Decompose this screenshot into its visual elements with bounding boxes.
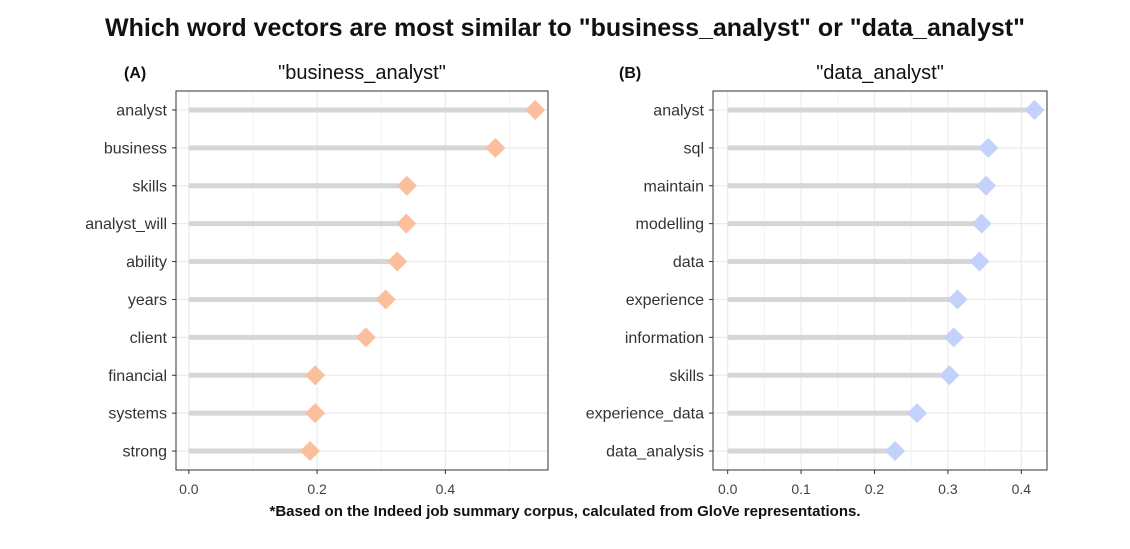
point bbox=[525, 99, 546, 120]
point bbox=[396, 213, 417, 234]
point bbox=[305, 403, 326, 424]
y-tick-label: experience bbox=[626, 292, 704, 309]
x-tick-label: 0.0 bbox=[179, 481, 199, 497]
chart-title: Which word vectors are most similar to "… bbox=[105, 14, 1025, 42]
y-tick-label: information bbox=[625, 330, 704, 347]
y-tick-label: experience_data bbox=[586, 406, 704, 423]
point bbox=[971, 213, 992, 234]
y-tick-label: modelling bbox=[636, 216, 704, 233]
y-tick-label: business bbox=[104, 140, 167, 157]
x-tick-label: 0.2 bbox=[307, 481, 327, 497]
panel-b: (B) "data_analyst"analyst sql maintain model… bbox=[586, 62, 1048, 497]
y-tick-label: sql bbox=[684, 140, 704, 157]
y-tick-label: maintain bbox=[644, 178, 704, 195]
y-tick-label: systems bbox=[108, 406, 167, 423]
y-tick-label: ability bbox=[126, 254, 167, 271]
panel-tag-b: (B) bbox=[619, 65, 641, 82]
x-tick-label: 0.2 bbox=[865, 481, 885, 497]
point bbox=[939, 365, 960, 386]
y-tick-label: skills bbox=[669, 368, 704, 385]
y-tick-label: data bbox=[673, 254, 704, 271]
x-tick-label: 0.4 bbox=[1012, 481, 1032, 497]
y-tick-label: analyst bbox=[653, 102, 704, 119]
panel-a: (A) "business_analyst"analyst business skil… bbox=[85, 62, 549, 497]
point bbox=[387, 251, 408, 272]
y-tick-label: client bbox=[130, 330, 168, 347]
point bbox=[943, 327, 964, 348]
point bbox=[300, 441, 321, 462]
point bbox=[947, 289, 968, 310]
point bbox=[485, 137, 506, 158]
y-tick-label: analyst_will bbox=[85, 216, 167, 233]
point bbox=[885, 441, 906, 462]
y-tick-label: financial bbox=[108, 368, 167, 385]
footnote: *Based on the Indeed job summary corpus,… bbox=[269, 503, 861, 520]
x-tick-label: 0.1 bbox=[791, 481, 811, 497]
x-tick-label: 0.4 bbox=[436, 481, 456, 497]
point bbox=[978, 137, 999, 158]
y-tick-label: skills bbox=[132, 178, 167, 195]
x-tick-label: 0.3 bbox=[938, 481, 958, 497]
panel-border-a bbox=[175, 90, 549, 471]
point bbox=[969, 251, 990, 272]
point bbox=[375, 289, 396, 310]
point bbox=[976, 175, 997, 196]
panel-title-a: "business_analyst" bbox=[278, 62, 446, 84]
panel-border-b bbox=[712, 90, 1048, 471]
point bbox=[305, 365, 326, 386]
point bbox=[1024, 99, 1045, 120]
x-tick-label: 0.0 bbox=[718, 481, 738, 497]
y-tick-label: strong bbox=[123, 444, 167, 461]
panel-title-b: "data_analyst" bbox=[816, 62, 944, 84]
point bbox=[355, 327, 376, 348]
y-tick-label: data_analysis bbox=[606, 444, 704, 461]
panel-tag-a: (A) bbox=[124, 65, 146, 82]
y-tick-label: analyst bbox=[116, 102, 167, 119]
point bbox=[396, 175, 417, 196]
point bbox=[907, 403, 928, 424]
y-tick-label: years bbox=[128, 292, 167, 309]
